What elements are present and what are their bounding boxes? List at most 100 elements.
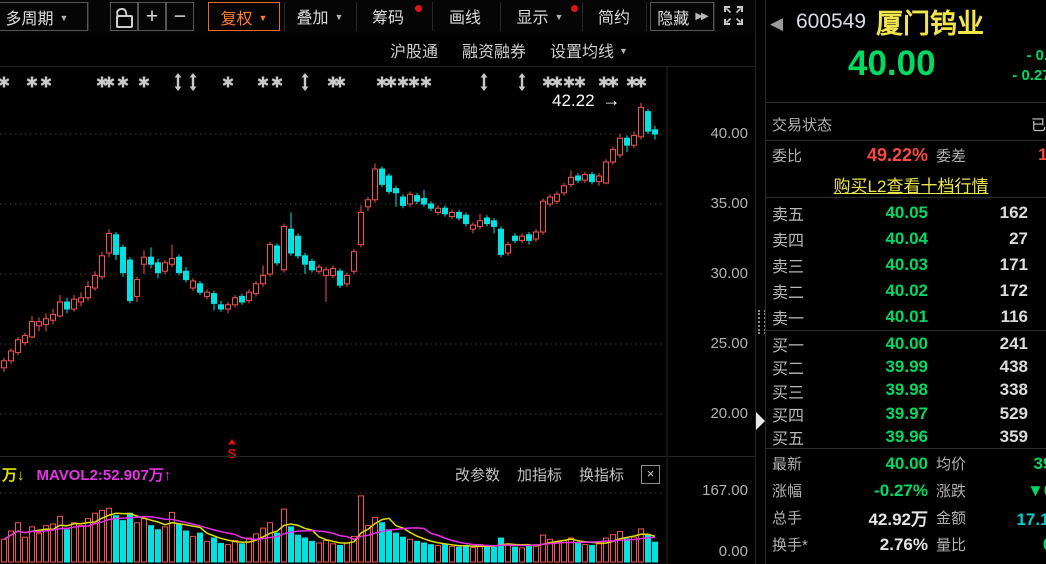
order-row[interactable]: 卖四 40.04 27 <box>766 226 1046 252</box>
order-price: 40.00 <box>885 333 928 353</box>
order-row[interactable]: 卖三 40.03 171 <box>766 252 1046 278</box>
trade-status-row: 交易状态 已收盘 <box>766 108 1046 140</box>
chevron-down-icon: ▼ <box>554 11 564 22</box>
chips-label: 筹码 <box>371 9 404 27</box>
stat-value: 39.86 <box>984 562 1046 564</box>
stat-value: 2.76% <box>879 534 928 554</box>
order-level-label: 卖三 <box>772 259 805 276</box>
ex-dividend-asterisk-icon <box>222 76 234 88</box>
order-price: 40.01 <box>885 307 928 326</box>
zoom-out-button[interactable]: − <box>166 2 194 31</box>
toolbar-separator <box>356 2 357 31</box>
order-level-label: 买一 <box>772 337 805 355</box>
ex-dividend-asterisk-icon <box>327 76 339 88</box>
zoom-in-button[interactable]: + <box>138 2 166 31</box>
order-volume: 171 <box>999 255 1028 274</box>
trade-status-label: 交易状态 <box>772 116 833 134</box>
volume-axis-max: 167.00 <box>702 482 748 499</box>
order-volume: 116 <box>1000 307 1028 326</box>
back-arrow-button[interactable]: ◀ <box>770 14 784 33</box>
chevron-down-icon: ▼ <box>334 11 344 22</box>
ex-dividend-asterisk-icon <box>574 76 586 88</box>
ex-dividend-asterisk-icon <box>257 76 269 88</box>
sell-signal-marker: S <box>228 446 237 461</box>
double-arrow-right-icon: ▶▶ <box>695 11 708 22</box>
l2-quote-link[interactable]: 购买L2查看十档行情 <box>833 177 989 196</box>
high-price-value: 42.22 <box>552 90 595 110</box>
unlock-icon <box>115 14 133 28</box>
order-row[interactable]: 卖一 40.01 116 <box>766 304 1046 330</box>
period-dropdown[interactable]: 多周期 ▼ <box>0 2 88 31</box>
stat-row: 最高40.65最低39.86 <box>766 558 1046 564</box>
ma-settings-dropdown[interactable]: 设置均线 ▼ <box>550 38 628 62</box>
stat-label: 均价 <box>936 456 967 473</box>
order-row[interactable]: 卖五 40.05 162 <box>766 200 1046 226</box>
draw-line-button[interactable]: 画线 <box>436 2 494 29</box>
order-price: 39.96 <box>885 427 928 447</box>
stat-value: 42.92万 <box>868 510 928 529</box>
stat-label: 量比 <box>936 537 967 554</box>
minus-icon: − <box>173 5 187 28</box>
order-level-label: 卖四 <box>772 233 805 250</box>
hide-panel-button[interactable]: 隐藏 ▶▶ <box>650 2 714 31</box>
switch-indicator-button[interactable]: 换指标 <box>578 466 624 484</box>
order-volume: 338 <box>999 380 1028 400</box>
order-row[interactable]: 买三 39.98 338 <box>766 379 1046 402</box>
stat-value: 0.89 <box>984 535 1046 555</box>
ex-dividend-asterisk-icon <box>334 76 346 88</box>
ex-dividend-asterisk-icon <box>598 76 610 88</box>
divider <box>766 448 1046 449</box>
volume-axis-min: 0.00 <box>718 543 748 560</box>
mavol2-legend: MAVOL2:52.907万↑ <box>36 466 172 484</box>
fullscreen-button[interactable] <box>718 2 748 29</box>
order-level-label: 卖二 <box>772 285 805 302</box>
close-indicator-button[interactable]: × <box>641 464 660 484</box>
adjust-price-dropdown[interactable]: 复权 ▼ <box>208 2 280 31</box>
weicha-label: 委差 <box>936 147 967 165</box>
order-row[interactable]: 买一 40.00 241 <box>766 332 1046 355</box>
order-row[interactable]: 买五 39.96 359 <box>766 426 1046 449</box>
ex-dividend-asterisk-icon <box>626 76 638 88</box>
stat-value: -0.27% <box>874 480 928 500</box>
margin-trading-button[interactable]: 融资融券 <box>462 43 527 61</box>
order-level-label: 买五 <box>772 431 805 449</box>
edit-params-button[interactable]: 改参数 <box>454 466 500 484</box>
change-percent: - 0.27% <box>1012 67 1046 84</box>
ex-dividend-asterisk-icon <box>96 76 108 88</box>
order-row[interactable]: 卖二 40.02 172 <box>766 278 1046 304</box>
mavol1-legend: 万↓ <box>2 466 25 484</box>
order-volume: 162 <box>999 203 1028 222</box>
divider <box>766 197 1046 198</box>
order-volume: 359 <box>999 427 1028 447</box>
ex-dividend-asterisk-icon <box>26 76 38 88</box>
ex-dividend-asterisk-icon <box>635 76 647 88</box>
toolbar-separator <box>582 2 583 31</box>
order-price: 40.04 <box>885 229 928 248</box>
lock-button[interactable] <box>110 2 138 31</box>
order-level-label: 买四 <box>772 407 805 425</box>
display-dropdown[interactable]: 显示 ▼ <box>504 2 578 29</box>
weibi-value: 49.22% <box>866 144 928 165</box>
candlestick-chart[interactable]: S <box>0 67 755 564</box>
simple-mode-button[interactable]: 简约 <box>586 2 642 29</box>
stat-label: 金额 <box>936 510 967 527</box>
sell-signal-arrow-icon <box>228 439 236 445</box>
hide-label: 隐藏 <box>657 10 690 28</box>
order-price: 40.05 <box>885 203 928 222</box>
order-row[interactable]: 买二 39.99 438 <box>766 355 1046 378</box>
add-indicator-button[interactable]: 加指标 <box>516 466 562 484</box>
weicha-value: 1257 <box>1038 145 1046 164</box>
ex-dividend-asterisk-icon <box>40 76 52 88</box>
order-price: 39.97 <box>885 403 928 423</box>
order-row[interactable]: 买四 39.97 529 <box>766 402 1046 425</box>
stat-label: 最新 <box>772 456 803 473</box>
stat-row: 换手* 2.76% 量比 0.89 <box>766 531 1046 558</box>
adjust-price-label: 复权 <box>220 10 253 28</box>
chips-button[interactable]: 筹码 <box>360 2 422 29</box>
stat-row: 涨幅 -0.27% 涨跌 ▼0.11 <box>766 477 1046 504</box>
toolbar-separator <box>284 2 285 31</box>
order-level-label: 卖一 <box>772 311 805 328</box>
overlay-dropdown[interactable]: 叠加 ▼ <box>288 2 352 29</box>
hgt-connect-button[interactable]: 沪股通 <box>390 43 439 61</box>
